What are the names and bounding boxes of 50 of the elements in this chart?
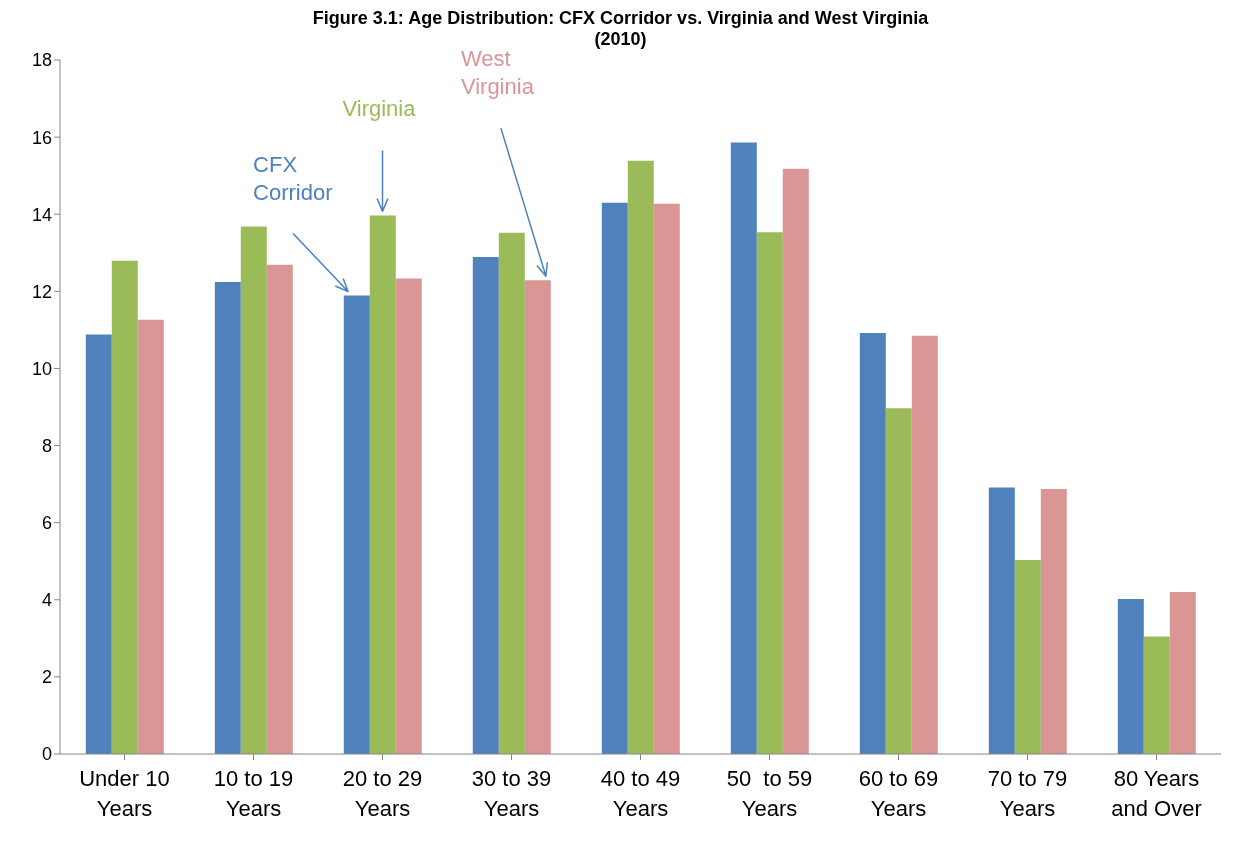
bar [885,408,912,754]
bar [730,142,757,754]
bar [1040,489,1067,754]
chart-title: Figure 3.1: Age Distribution: CFX Corridor vs. Virginia and West Virginia (2010) [312,8,929,49]
y-tick-label: 8 [41,435,52,456]
bar [1169,592,1196,754]
x-tick-label: 10 to 19 Years [213,766,294,821]
x-tick-label: 40 to 49 Years [600,766,681,821]
y-tick-label: 2 [41,667,52,688]
x-tick-label: 60 to 69 Years [858,766,939,821]
bar [653,203,680,754]
y-tick-label: 12 [31,281,52,302]
bar [1143,636,1170,754]
bar [266,264,293,754]
bar [988,487,1015,754]
x-tick-label: 30 to 39 Years [471,766,552,821]
bar [911,335,938,754]
text: West Virginia [460,46,535,100]
text: CFX Corridor [253,151,333,205]
x-tick-label: Under 10 Years [79,766,170,821]
bar [111,260,138,754]
y-tick-label: 14 [31,204,52,225]
bar [472,257,499,754]
bar [214,282,241,754]
bar [756,232,783,754]
x-tick-label: 80 Years and Over [1111,766,1202,821]
y-tick-label: 16 [31,127,52,148]
bar [1014,560,1041,754]
bar [369,215,396,754]
bar [782,168,809,754]
text: Virginia [342,96,417,122]
bar [627,160,654,754]
bar [524,280,551,754]
x-tick-label: 20 to 29 Years [342,766,423,821]
y-tick-label: 10 [31,358,52,379]
x-tick-label: 70 to 79 Years [987,766,1068,821]
bar [601,202,628,754]
y-tick-label: 0 [41,744,52,765]
x-tick-label: 50 to 59 Years [726,766,813,821]
y-tick-label: 18 [31,50,52,71]
bar [343,295,370,754]
bar [395,278,422,754]
bar [498,232,525,754]
bar [137,319,164,754]
bar [85,334,112,754]
y-tick-label: 4 [41,590,52,611]
bar [240,226,267,754]
bar [859,332,886,754]
bar [1117,599,1144,754]
y-tick-label: 6 [41,513,52,534]
